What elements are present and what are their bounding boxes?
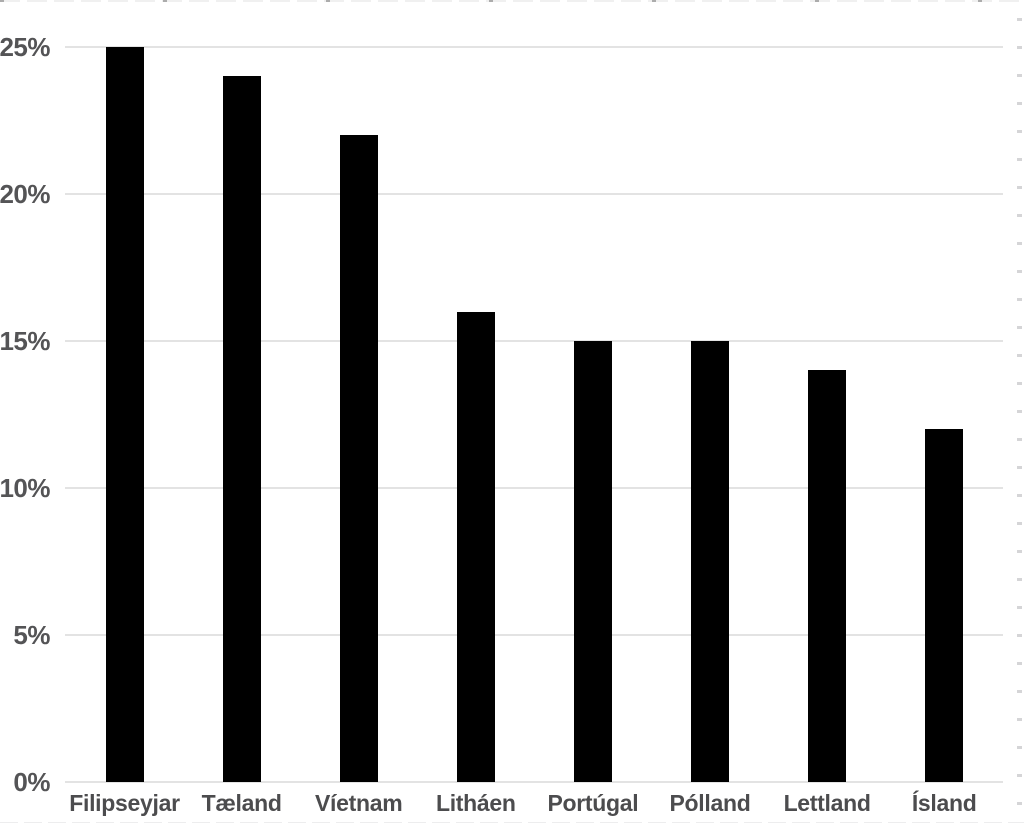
x-axis-label-portugal: Portúgal bbox=[547, 790, 639, 816]
bar-lettland bbox=[808, 370, 847, 782]
gridline-5 bbox=[65, 634, 1003, 636]
x-axis-label-taeland: Tæland bbox=[201, 790, 282, 816]
gridline-10 bbox=[65, 487, 1003, 489]
gridline-20 bbox=[65, 193, 1003, 195]
y-axis-tick-label: 5% bbox=[13, 620, 50, 650]
faint-bottom-gridline bbox=[0, 822, 1024, 823]
gridline-25 bbox=[65, 46, 1003, 48]
bar-portugal bbox=[573, 341, 612, 782]
gridline-15 bbox=[65, 340, 1003, 342]
y-axis-tick-label: 15% bbox=[0, 326, 51, 356]
x-axis-label-polland: Pólland bbox=[669, 790, 751, 816]
x-axis-label-island: Ísland bbox=[911, 790, 977, 816]
bar-filipseyjar bbox=[105, 47, 144, 782]
x-axis-label-vietnam: Víetnam bbox=[315, 790, 403, 816]
bar-lithaen bbox=[456, 311, 495, 782]
bar-taeland bbox=[222, 76, 261, 782]
bar-island bbox=[925, 429, 964, 782]
dotted-right-border bbox=[1017, 18, 1022, 812]
y-axis-tick-label: 25% bbox=[0, 32, 51, 62]
y-axis-tick-label: 20% bbox=[0, 179, 51, 209]
bar-polland bbox=[691, 341, 729, 782]
y-axis-tick-label: 0% bbox=[13, 767, 50, 797]
x-axis-label-filipseyjar: Filipseyjar bbox=[69, 790, 180, 816]
x-axis-label-lettland: Lettland bbox=[783, 790, 871, 816]
y-axis-tick-label: 10% bbox=[0, 473, 51, 503]
x-axis-label-lithaen: Litháen bbox=[435, 790, 516, 816]
bar-vietnam bbox=[339, 135, 378, 782]
cropped-top-gridline bbox=[0, 0, 1024, 3]
gridline-0 bbox=[65, 781, 1003, 783]
